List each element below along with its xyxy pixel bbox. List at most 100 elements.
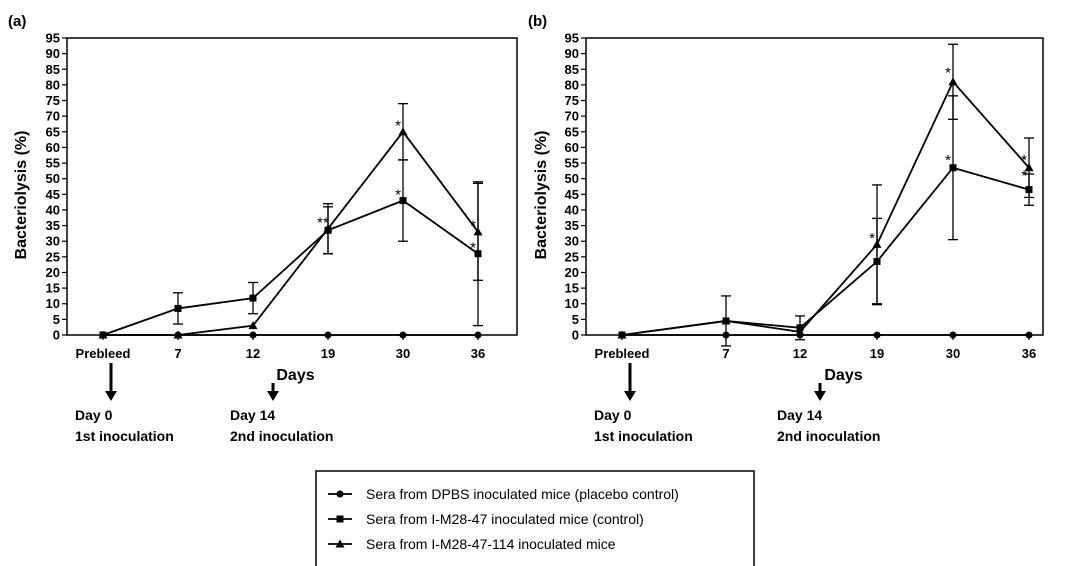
significance-star: *: [395, 118, 401, 135]
data-point: [872, 239, 882, 248]
x-tick-label: Prebleed: [595, 346, 650, 361]
legend-entry: Sera from I-M28-47-114 inoculated mice: [366, 536, 616, 552]
x-tick-label: Prebleed: [76, 346, 131, 361]
y-tick-label: 60: [46, 140, 60, 155]
y-tick-label: 20: [565, 265, 579, 280]
series-line: [103, 130, 479, 336]
y-tick-label: 65: [46, 124, 60, 139]
series-square: [618, 95, 1034, 347]
panel-label: (a): [8, 13, 26, 30]
y-tick-label: 95: [46, 31, 60, 46]
inoculation-arrow-head: [267, 391, 279, 401]
data-point: [474, 331, 482, 339]
legend-marker-square: [336, 515, 344, 523]
chart-panel-a: (a)0510152025303540455055606570758085909…: [8, 13, 518, 444]
plot-frame: [66, 37, 518, 336]
y-tick-label: 5: [53, 312, 60, 327]
y-tick-label: 75: [565, 93, 579, 108]
data-point: [1024, 163, 1034, 172]
x-tick-label: 36: [471, 346, 485, 361]
series-square: [99, 159, 483, 339]
y-tick-label: 60: [565, 140, 579, 155]
x-tick-label: 7: [174, 346, 181, 361]
y-tick-label: 10: [565, 296, 579, 311]
series-triangle: [98, 103, 483, 339]
y-tick-label: 50: [46, 171, 60, 186]
data-point: [948, 77, 958, 86]
data-point: [1025, 331, 1033, 339]
y-tick-label: 50: [565, 171, 579, 186]
significance-star: *: [869, 230, 875, 247]
x-tick-label: 30: [946, 346, 960, 361]
y-tick-label: 15: [46, 281, 60, 296]
y-tick-label: 55: [46, 156, 60, 171]
y-tick-label: 70: [46, 109, 60, 124]
y-tick-label: 25: [46, 249, 60, 264]
significance-star: *: [945, 152, 951, 169]
y-tick-label: 10: [46, 296, 60, 311]
plot-frame: [585, 37, 1044, 336]
y-tick-label: 75: [46, 93, 60, 108]
data-point: [249, 331, 257, 339]
y-tick-label: 35: [46, 218, 60, 233]
legend-marker-circle: [336, 490, 344, 498]
x-tick-label: 12: [246, 346, 260, 361]
significance-star: *: [1021, 168, 1027, 185]
y-tick-label: 80: [565, 77, 579, 92]
y-tick-label: 40: [46, 202, 60, 217]
data-point: [399, 197, 407, 205]
data-point: [399, 331, 407, 339]
y-tick-label: 55: [565, 156, 579, 171]
x-tick-label: 19: [870, 346, 884, 361]
y-tick-label: 40: [565, 202, 579, 217]
series-line: [621, 80, 1030, 336]
series-circle: [618, 331, 1033, 339]
significance-star: *: [1021, 152, 1027, 169]
y-tick-label: 35: [565, 218, 579, 233]
significance-star: *: [470, 240, 476, 257]
x-tick-label: 12: [793, 346, 807, 361]
y-tick-label: 30: [565, 234, 579, 249]
data-point: [721, 316, 731, 325]
y-tick-label: 65: [565, 124, 579, 139]
inoculation-label: 1st inoculation: [75, 428, 174, 444]
y-tick-label: 85: [46, 62, 60, 77]
legend-entry: Sera from I-M28-47 inoculated mice (cont…: [366, 511, 644, 527]
data-point: [617, 330, 627, 339]
legend-entry: Sera from DPBS inoculated mice (placebo …: [366, 486, 679, 502]
inoculation-label: 1st inoculation: [594, 428, 693, 444]
x-tick-label: 7: [722, 346, 729, 361]
data-point: [473, 227, 483, 236]
data-point: [795, 327, 805, 336]
legend: Sera from DPBS inoculated mice (placebo …: [315, 470, 755, 566]
data-point: [949, 164, 957, 172]
y-tick-label: 0: [53, 328, 60, 343]
y-tick-label: 45: [46, 187, 60, 202]
y-tick-label: 15: [565, 281, 579, 296]
inoculation-arrow-head: [624, 391, 636, 401]
inoculation-day: Day 0: [75, 407, 113, 423]
series-line: [102, 199, 479, 336]
data-point: [323, 224, 333, 233]
y-tick-label: 0: [572, 328, 579, 343]
y-tick-label: 80: [46, 77, 60, 92]
chart-panel-b: (b)0510152025303540455055606570758085909…: [528, 13, 1044, 444]
y-tick-label: 85: [565, 62, 579, 77]
data-point: [98, 330, 108, 339]
data-point: [873, 331, 881, 339]
data-point: [173, 330, 183, 339]
y-tick-label: 90: [46, 46, 60, 61]
y-tick-label: 5: [572, 312, 579, 327]
significance-star: **: [317, 215, 329, 232]
y-tick-label: 25: [565, 249, 579, 264]
y-tick-label: 95: [565, 31, 579, 46]
y-tick-label: 90: [565, 46, 579, 61]
significance-star: *: [470, 218, 476, 235]
inoculation-arrow-head: [814, 391, 826, 401]
significance-star: *: [395, 186, 401, 203]
series-line: [621, 166, 1030, 336]
data-point: [248, 321, 258, 330]
inoculation-arrow-head: [105, 391, 117, 401]
y-tick-label: 45: [565, 187, 579, 202]
series-triangle: [617, 43, 1034, 339]
